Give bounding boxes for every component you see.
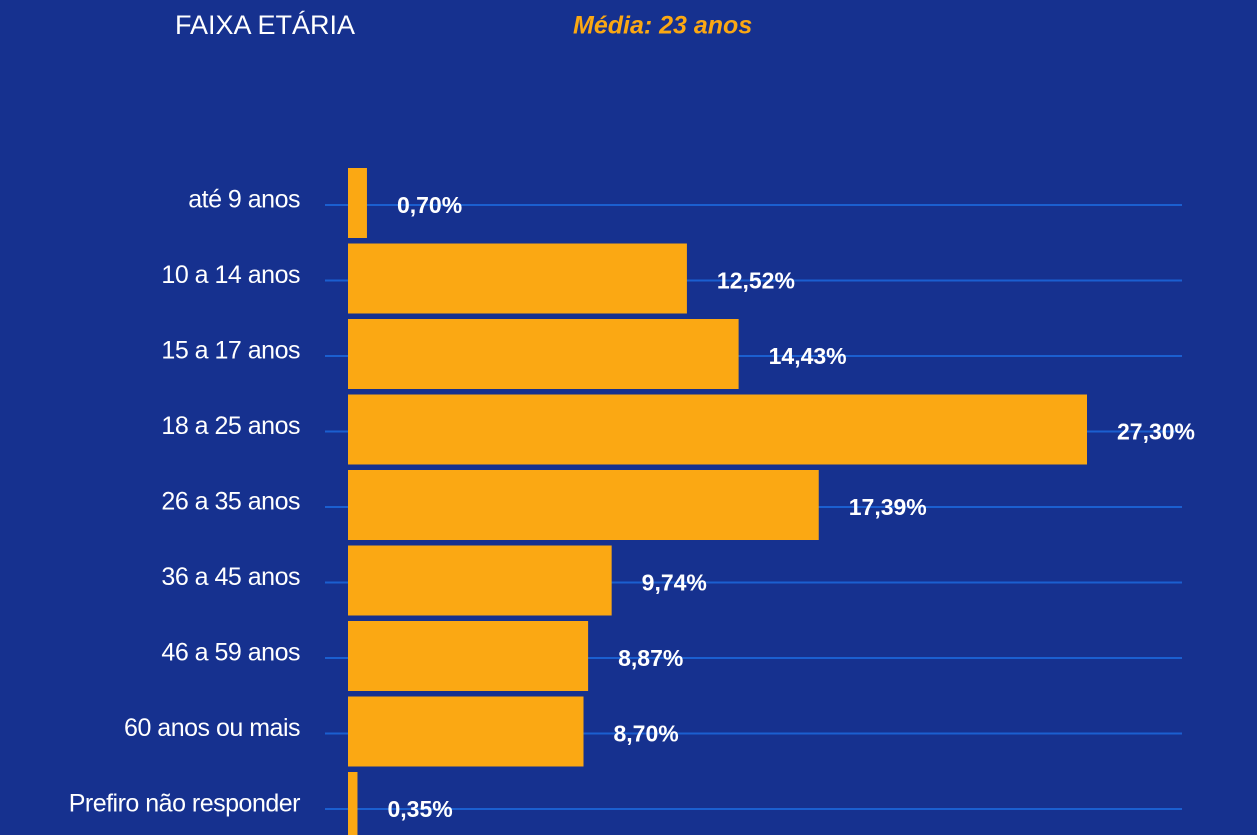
value-label: 12,52% bbox=[717, 268, 795, 294]
chart-title: FAIXA ETÁRIA bbox=[175, 10, 355, 40]
category-label: 46 a 59 anos bbox=[161, 639, 300, 667]
bar bbox=[348, 772, 358, 835]
category-label: 18 a 25 anos bbox=[161, 412, 300, 440]
value-label: 9,74% bbox=[642, 570, 707, 596]
bar bbox=[348, 621, 589, 691]
value-label: 8,87% bbox=[618, 645, 683, 671]
value-label: 27,30% bbox=[1117, 419, 1195, 445]
category-label: 10 a 14 anos bbox=[161, 261, 300, 289]
value-label: 0,70% bbox=[397, 192, 462, 218]
bar bbox=[348, 470, 819, 540]
bar bbox=[348, 545, 612, 616]
category-label: até 9 anos bbox=[188, 186, 300, 214]
category-label: 15 a 17 anos bbox=[161, 337, 300, 365]
bar bbox=[348, 319, 739, 389]
category-label: 36 a 45 anos bbox=[161, 563, 300, 591]
category-label: Prefiro não responder bbox=[69, 790, 300, 818]
bar bbox=[348, 168, 367, 238]
category-label: 26 a 35 anos bbox=[161, 488, 300, 516]
chart-subtitle: Média: 23 anos bbox=[573, 12, 752, 40]
value-label: 8,70% bbox=[614, 721, 679, 747]
value-label: 14,43% bbox=[769, 343, 847, 369]
bar bbox=[348, 394, 1087, 465]
bar bbox=[348, 696, 584, 767]
value-label: 0,35% bbox=[387, 796, 452, 822]
bar bbox=[348, 243, 687, 314]
value-label: 17,39% bbox=[849, 494, 927, 520]
category-label: 60 anos ou mais bbox=[124, 714, 300, 742]
